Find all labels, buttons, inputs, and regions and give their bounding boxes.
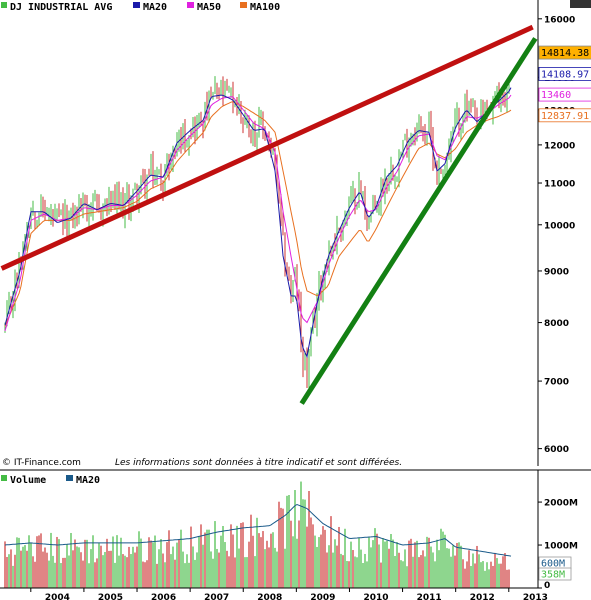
ma50-line xyxy=(4,94,512,332)
last-value-label: 13460 xyxy=(541,90,571,101)
legend-label-volume: Volume xyxy=(10,475,46,486)
legend-label-ma100: MA100 xyxy=(250,2,280,13)
legend-label-ma20: MA20 xyxy=(143,2,167,13)
x-tick-label: 2004 xyxy=(45,593,70,600)
x-tick-label: 2008 xyxy=(257,593,282,600)
legend-label-volume-ma20: MA20 xyxy=(76,475,100,486)
ma20-line xyxy=(4,87,512,359)
volume-y-tick-label: 1000M xyxy=(544,542,578,552)
legend-swatch-ma50 xyxy=(187,2,194,8)
price-y-tick-label: 12000 xyxy=(544,141,575,151)
volume-legend: Volume MA20 xyxy=(1,475,100,486)
volume-moving-average xyxy=(4,503,512,557)
price-y-tick-label: 10000 xyxy=(544,221,575,231)
legend-swatch-volume xyxy=(1,475,7,481)
legend-swatch-ma20 xyxy=(133,2,140,8)
price-legend: DJ INDUSTRIAL AVG MA20 MA50 MA100 xyxy=(1,2,280,13)
support-trendline xyxy=(299,37,538,405)
price-y-tick-label: 11000 xyxy=(544,180,575,190)
volume-bars xyxy=(4,481,510,588)
price-y-tick-label: 9000 xyxy=(544,267,569,277)
volume-last-value-label: 358M xyxy=(541,570,565,581)
legend-label-price: DJ INDUSTRIAL AVG xyxy=(10,2,112,13)
last-value-badge xyxy=(538,87,591,102)
x-tick-label: 2012 xyxy=(470,593,495,600)
last-value-badge xyxy=(538,108,591,123)
volume-y-ticks: 0 1000M 2000M xyxy=(538,499,578,591)
last-value-badge xyxy=(538,45,591,60)
price-panel: 6000700080009000100001100012000130001400… xyxy=(0,0,591,468)
price-y-tick-label: 6000 xyxy=(544,445,569,455)
legend-swatch-price xyxy=(1,2,7,8)
last-value-badge xyxy=(538,67,591,81)
legend-swatch-volume-ma20 xyxy=(66,475,73,481)
price-trendlines xyxy=(0,24,538,405)
x-tick-label: 2010 xyxy=(363,593,388,600)
x-tick-label: 2007 xyxy=(204,593,229,600)
last-value-label: 12837.91 xyxy=(541,111,589,122)
volume-last-value-label: 600M xyxy=(541,559,565,570)
footer-source: © IT-Finance.com xyxy=(2,458,81,468)
price-y-tick-label: 16000 xyxy=(544,15,575,25)
ma100-line xyxy=(4,101,512,327)
last-value-label: 14814.38 xyxy=(541,48,589,59)
x-tick-label: 2006 xyxy=(151,593,176,600)
x-tick-label: 2011 xyxy=(417,593,442,600)
price-y-tick-label: 7000 xyxy=(544,378,569,388)
x-axis-ticks: 2004 2005 2006 2007 2008 2009 2010 2011 2012 2013 xyxy=(30,588,548,600)
legend-label-ma50: MA50 xyxy=(197,2,221,13)
volume-y-tick-label: 0 xyxy=(544,581,550,591)
volume-ma20-line xyxy=(4,503,512,557)
legend-swatch-ma100 xyxy=(240,2,247,8)
resistance-trendline xyxy=(0,24,534,271)
x-tick-label: 2013 xyxy=(523,593,548,600)
x-tick-label: 2005 xyxy=(98,593,123,600)
price-y-tick-label: 8000 xyxy=(544,319,569,329)
volume-last-value-badge xyxy=(538,567,572,581)
price-moving-averages xyxy=(4,87,512,359)
footer-note: Les informations sont données à titre in… xyxy=(115,457,402,468)
last-value-label: 14108.97 xyxy=(541,69,589,80)
x-tick-label: 2009 xyxy=(310,593,335,600)
volume-y-tick-label: 2000M xyxy=(544,499,578,509)
scroll-handle[interactable] xyxy=(570,0,591,8)
price-last-value-badges: 14814.38 14108.97 13460 12837.91 xyxy=(538,45,591,123)
